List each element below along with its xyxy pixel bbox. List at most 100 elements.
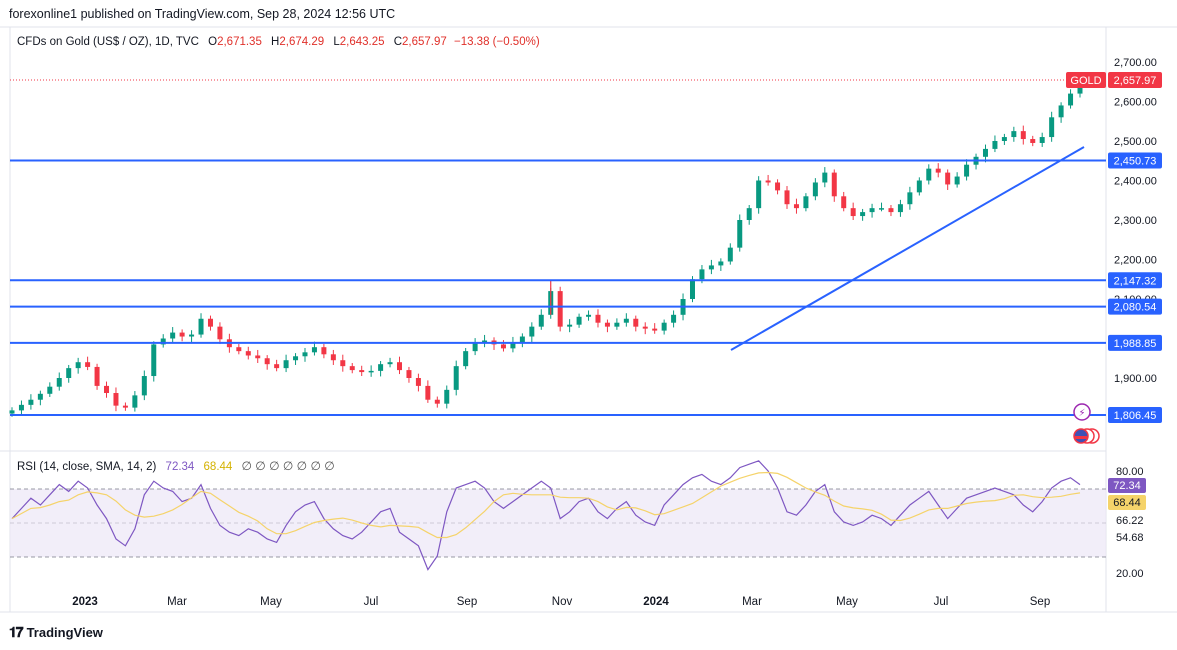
candle-body — [132, 395, 138, 408]
rsi-value-tag: 72.34 — [1108, 478, 1146, 493]
candles-layer — [9, 73, 1083, 417]
level-tag-bg — [1108, 298, 1162, 315]
candle-body — [623, 318, 629, 323]
candle-body — [340, 360, 346, 367]
candle-body — [850, 208, 856, 217]
candle-body — [321, 347, 327, 355]
candle-body — [330, 354, 336, 361]
symbol-name[interactable]: CFDs on Gold (US$ / OZ), 1D, TVC — [17, 36, 199, 48]
candle-body — [368, 370, 374, 373]
candle-body — [236, 347, 242, 352]
rsi-sma-line — [11, 471, 1081, 539]
rsi-value-text: 72.34 — [1113, 480, 1141, 492]
candle-body — [614, 322, 620, 327]
open-value: 2,671.35 — [217, 36, 262, 48]
candle-body — [1030, 139, 1036, 143]
candle-body — [803, 196, 809, 209]
candle-body — [1011, 131, 1017, 138]
candle-body — [860, 212, 866, 217]
candle-body — [982, 148, 988, 157]
candle-body — [198, 318, 204, 335]
level-tag-bg — [1108, 152, 1162, 169]
rsi-legend-sma: 68.44 — [203, 461, 233, 473]
candle-body — [274, 364, 280, 369]
candle-body — [47, 386, 53, 394]
candle-body — [1001, 137, 1007, 141]
candle-body — [283, 360, 289, 369]
svg-text:⚡: ⚡ — [1078, 408, 1085, 419]
candle-body — [916, 180, 922, 193]
candle-body — [444, 389, 450, 404]
levels-layer — [10, 159, 1106, 416]
candle-body — [472, 342, 478, 352]
candle-body — [557, 291, 563, 327]
candle-body — [765, 180, 771, 183]
candle-body — [775, 182, 781, 191]
close-value: 2,657.97 — [402, 36, 447, 48]
candle-body — [179, 332, 185, 337]
time-axis-tick: Sep — [1030, 596, 1050, 608]
rsi-axis-tick: 20.00 — [1116, 568, 1144, 580]
level-tags: 2,450.73 2,147.32 2,080.54 1,988.85 1,806.45 — [1108, 152, 1162, 423]
level-tag-value: 2,450.73 — [1114, 155, 1157, 167]
hidden-values-icons: ∅ ∅ ∅ ∅ ∅ ∅ ∅ — [241, 459, 335, 473]
candle-body — [66, 368, 72, 378]
time-axis-tick: Sep — [457, 596, 477, 608]
candle-body — [784, 190, 790, 205]
time-axis-tick: Jul — [934, 596, 949, 608]
candle-body — [746, 208, 752, 220]
candle-body — [453, 366, 459, 390]
candle-body — [652, 328, 658, 331]
candle-body — [945, 172, 951, 185]
candle-body — [189, 334, 195, 337]
time-axis-tick: Nov — [552, 596, 573, 608]
candle-body — [793, 204, 799, 209]
tv-logo-icon: 𝟏𝟕 — [9, 624, 24, 640]
candle-body — [113, 393, 119, 406]
candle-body — [954, 176, 960, 185]
candle-body — [841, 196, 847, 209]
candle-body — [661, 322, 667, 331]
trend-line[interactable] — [730, 146, 1085, 351]
candle-body — [207, 318, 213, 327]
rsi-label[interactable]: RSI (14, close, SMA, 14, 2) — [17, 461, 157, 473]
candle-body — [926, 168, 932, 181]
gold-tag[interactable]: GOLD — [1066, 72, 1106, 88]
level-tag-bg — [1108, 272, 1162, 289]
candle-body — [311, 347, 317, 353]
candle-body — [75, 362, 81, 369]
candle-body — [595, 314, 601, 323]
candle-body — [415, 378, 421, 386]
us-flag-event-icon[interactable] — [1073, 428, 1100, 444]
candle-body — [935, 168, 941, 173]
candle-body — [689, 279, 695, 299]
rsi-layer — [11, 460, 1081, 571]
tradingview-logo[interactable]: 𝟏𝟕 TradingView — [9, 624, 103, 641]
candle-body — [9, 410, 15, 414]
level-tag-value: 2,080.54 — [1114, 302, 1157, 314]
candle-body — [633, 318, 639, 327]
time-axis-tick: May — [836, 596, 858, 608]
candle-body — [255, 355, 261, 359]
price-axis-tick: 2,200.00 — [1114, 255, 1157, 267]
rsi-sma-tag: 68.44 — [1108, 495, 1146, 510]
rsi-legend-value: 72.34 — [165, 461, 195, 473]
last-price-value: 2,657.97 — [1114, 75, 1157, 87]
lightning-event-icon[interactable]: ⚡ — [1073, 403, 1091, 421]
candle-body — [387, 362, 393, 365]
candle-body — [879, 208, 885, 210]
candle-body — [604, 322, 610, 327]
candle-body — [699, 269, 705, 280]
candle-body — [897, 204, 903, 213]
candle-body — [1049, 117, 1055, 138]
candle-body — [822, 172, 828, 183]
candle-body — [519, 336, 525, 343]
candle-body — [170, 332, 176, 339]
candle-body — [434, 399, 440, 404]
time-axis-tick: 2024 — [643, 596, 669, 608]
candle-body — [708, 265, 714, 270]
last-price-tag[interactable]: 2,657.97 — [1108, 72, 1162, 88]
time-axis-tick: Jul — [364, 596, 379, 608]
candle-body — [1039, 137, 1045, 143]
